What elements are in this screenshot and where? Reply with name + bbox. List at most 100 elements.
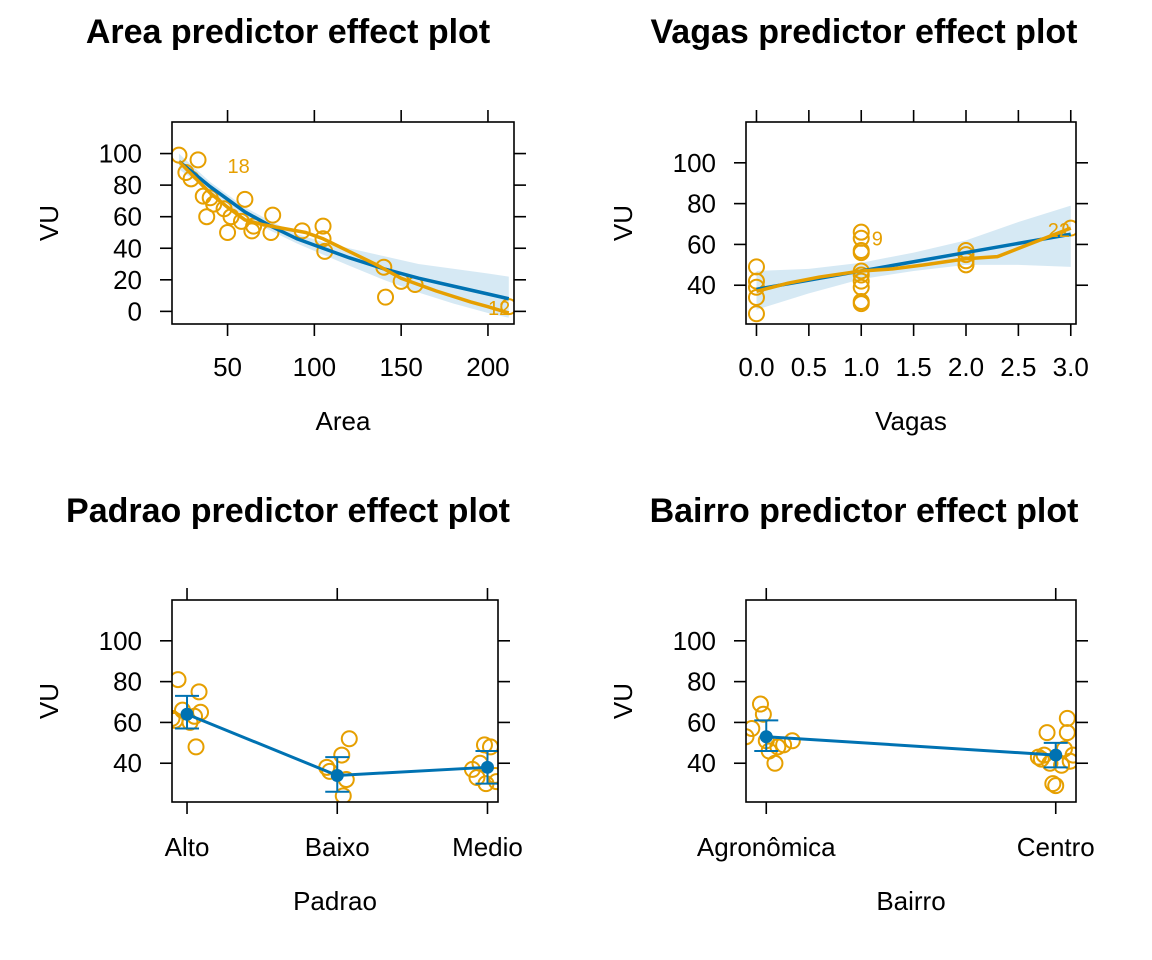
data-point	[187, 738, 205, 756]
x-tick-label: 0.5	[791, 352, 827, 382]
panel-3: Padrao predictor effect plot Alto Baixo Med…	[34, 492, 523, 916]
x-tick-label: 100	[293, 352, 336, 382]
x-axis-label: Padrao	[293, 886, 377, 916]
x-axis-label: Bairro	[876, 886, 945, 916]
x-tick-label: 50	[213, 352, 242, 382]
x-tick-label: 200	[466, 352, 509, 382]
y-tick-label: 100	[673, 148, 716, 178]
x-tick-label: 2.5	[1000, 352, 1036, 382]
data-point	[852, 295, 870, 313]
y-axis-label: VU	[34, 205, 64, 241]
data-point	[852, 244, 870, 262]
data-point	[852, 223, 870, 241]
y-tick-label: 60	[687, 229, 716, 259]
data-point	[746, 720, 761, 738]
smooth-line	[756, 226, 1072, 294]
panel-title: Padrao predictor effect plot	[66, 492, 510, 530]
y-tick-label: 80	[113, 667, 142, 697]
x-tick-label: Alto	[165, 832, 210, 862]
data-point	[747, 305, 765, 323]
y-tick-label: 20	[113, 265, 142, 295]
confidence-band	[178, 153, 509, 318]
effect-point	[180, 707, 194, 721]
x-tick-label: 0.0	[738, 352, 774, 382]
x-tick-label: 1.0	[843, 352, 879, 382]
y-tick-label: 60	[113, 202, 142, 232]
plot-area: 9 22	[747, 205, 1076, 323]
panel-frame	[745, 121, 1077, 325]
data-point	[219, 223, 237, 241]
data-point	[852, 266, 870, 284]
x-axis-label: Vagas	[875, 406, 947, 436]
data-point	[1047, 777, 1065, 795]
point-label: 22	[1048, 220, 1070, 242]
confidence-band	[756, 205, 1071, 310]
data-point	[236, 190, 254, 208]
y-tick-label: 0	[128, 296, 142, 326]
effect-line	[766, 735, 1056, 757]
panel-frame	[171, 121, 515, 325]
x-tick-label: 150	[379, 352, 422, 382]
x-tick-label: Centro	[1017, 832, 1095, 862]
y-tick-label: 60	[113, 707, 142, 737]
data-point	[1061, 752, 1076, 770]
x-tick-label: Medio	[452, 832, 523, 862]
y-axis-label: VU	[34, 683, 64, 719]
data-point	[1038, 724, 1056, 742]
y-tick-label: 100	[99, 626, 142, 656]
panel-frame	[745, 599, 1077, 803]
x-tick-label: 3.0	[1053, 352, 1089, 382]
data-point	[172, 671, 187, 689]
data-point	[377, 288, 395, 306]
y-tick-label: 100	[99, 139, 142, 169]
data-point	[172, 711, 184, 729]
data-point	[1032, 750, 1050, 768]
point-label: 9	[872, 228, 883, 250]
point-label: 18	[228, 156, 250, 178]
effect-point	[480, 760, 494, 774]
data-point	[340, 730, 358, 748]
data-point	[783, 732, 801, 750]
data-point	[264, 206, 282, 224]
plot-area	[172, 671, 498, 802]
y-tick-label: 40	[687, 748, 716, 778]
data-point	[1058, 709, 1076, 727]
panel-4: Bairro predictor effect plot Agronômica Ce…	[608, 492, 1095, 916]
y-axis-label: VU	[608, 683, 638, 719]
data-point	[500, 298, 514, 316]
data-point	[487, 773, 498, 791]
point-label: 12	[488, 298, 510, 320]
y-tick-label: 60	[687, 707, 716, 737]
y-tick-label: 40	[113, 748, 142, 778]
data-point	[754, 705, 772, 723]
x-tick-label: 2.0	[948, 352, 984, 382]
y-tick-label: 80	[687, 189, 716, 219]
panel-frame	[171, 599, 499, 803]
x-axis-label: Area	[316, 406, 371, 436]
y-tick-label: 100	[673, 626, 716, 656]
y-tick-label: 40	[687, 270, 716, 300]
data-point	[172, 709, 181, 727]
panel-2: Vagas predictor effect plot 9 22 0.0 0.5 1.0 1…	[608, 13, 1089, 436]
data-point	[314, 217, 332, 235]
data-point	[751, 695, 769, 713]
data-point	[333, 746, 351, 764]
data-point	[314, 230, 332, 248]
data-point	[766, 754, 784, 772]
y-tick-label: 40	[113, 233, 142, 263]
panel-title: Bairro predictor effect plot	[650, 492, 1079, 530]
panel-title: Vagas predictor effect plot	[651, 13, 1078, 51]
data-point	[198, 208, 216, 226]
data-point	[189, 151, 207, 169]
y-axis-label: VU	[608, 205, 638, 241]
panel-title: Area predictor effect plot	[86, 13, 490, 51]
data-point	[190, 683, 208, 701]
data-point	[852, 272, 870, 290]
plot-area	[746, 695, 1076, 795]
smooth-line	[177, 160, 510, 315]
y-tick-label: 80	[687, 667, 716, 697]
data-point	[334, 787, 352, 802]
